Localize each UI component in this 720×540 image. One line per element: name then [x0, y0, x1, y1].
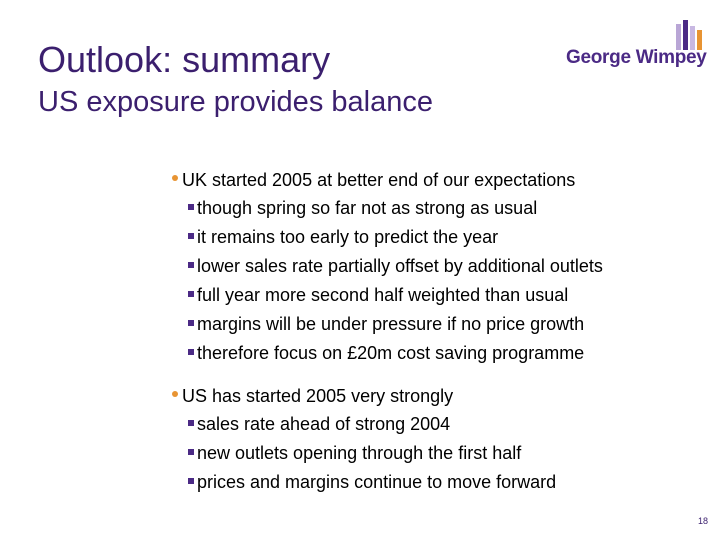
- company-logo: George Wimpey: [566, 18, 707, 78]
- square-bullet-icon: [188, 233, 194, 240]
- square-bullet-icon: [188, 349, 194, 356]
- list-item: it remains too early to predict the year: [188, 223, 692, 252]
- list-item: lower sales rate partially offset by add…: [188, 252, 692, 281]
- list-item: full year more second half weighted than…: [188, 281, 692, 310]
- section-us: US has started 2005 very strongly sales …: [172, 382, 692, 497]
- logo-text: George Wimpey: [566, 47, 707, 68]
- list-item-text: sales rate ahead of strong 2004: [197, 414, 451, 434]
- sub-bullet-list: though spring so far not as strong as us…: [172, 194, 692, 368]
- section-heading: US has started 2005 very strongly: [172, 382, 692, 410]
- bullet-dot-icon: [172, 391, 178, 398]
- slide-subtitle: US exposure provides balance: [38, 86, 433, 118]
- list-item: therefore focus on £20m cost saving prog…: [188, 339, 692, 368]
- square-bullet-icon: [188, 291, 194, 298]
- list-item: margins will be under pressure if no pri…: [188, 310, 692, 339]
- bullet-dot-icon: [172, 175, 178, 182]
- square-bullet-icon: [188, 320, 194, 327]
- list-item: sales rate ahead of strong 2004: [188, 410, 692, 439]
- list-item-text: margins will be under pressure if no pri…: [197, 314, 585, 334]
- square-bullet-icon: [188, 449, 194, 456]
- list-item-text: though spring so far not as strong as us…: [197, 198, 538, 218]
- list-item-text: full year more second half weighted than…: [197, 285, 569, 305]
- section-heading-text: UK started 2005 at better end of our exp…: [182, 170, 576, 190]
- list-item-text: prices and margins continue to move forw…: [197, 472, 557, 492]
- sub-bullet-list: sales rate ahead of strong 2004 new outl…: [172, 410, 692, 497]
- list-item: prices and margins continue to move forw…: [188, 468, 692, 497]
- slide-title: Outlook: summary: [38, 39, 331, 80]
- list-item: new outlets opening through the first ha…: [188, 439, 692, 468]
- logo-mark-icon: [676, 20, 702, 50]
- bullet-content: UK started 2005 at better end of our exp…: [172, 166, 692, 511]
- list-item-text: it remains too early to predict the year: [197, 227, 499, 247]
- page-number: 18: [697, 516, 708, 526]
- list-item-text: lower sales rate partially offset by add…: [197, 256, 603, 276]
- section-uk: UK started 2005 at better end of our exp…: [172, 166, 692, 368]
- list-item-text: new outlets opening through the first ha…: [197, 443, 522, 463]
- square-bullet-icon: [188, 478, 194, 485]
- section-heading-text: US has started 2005 very strongly: [182, 386, 454, 406]
- square-bullet-icon: [188, 420, 194, 427]
- list-item: though spring so far not as strong as us…: [188, 194, 692, 223]
- list-item-text: therefore focus on £20m cost saving prog…: [197, 343, 585, 363]
- square-bullet-icon: [188, 262, 194, 269]
- square-bullet-icon: [188, 204, 194, 211]
- section-heading: UK started 2005 at better end of our exp…: [172, 166, 692, 194]
